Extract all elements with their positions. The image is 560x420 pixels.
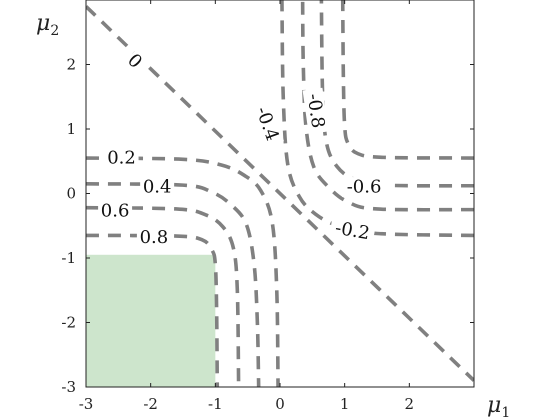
x-tick-label: 2 xyxy=(405,395,415,413)
contour-label-background xyxy=(342,177,387,198)
x-tick-label: -2 xyxy=(143,395,158,413)
x-tick-label: -3 xyxy=(79,395,94,413)
contour-label-background xyxy=(98,200,133,221)
y-tick-label: -3 xyxy=(61,378,76,396)
x-axis-label-sub: 1 xyxy=(501,405,510,420)
contour-line xyxy=(280,0,474,238)
contour-line xyxy=(86,156,280,387)
y-tick-label: 0 xyxy=(66,185,76,203)
contour-label-background xyxy=(302,87,329,135)
contour-line xyxy=(86,205,241,387)
x-tick-label: 1 xyxy=(340,395,350,413)
contour-label: 0.4 xyxy=(143,177,172,198)
contour-label-background xyxy=(140,177,175,198)
x-tick-label: -1 xyxy=(208,395,223,413)
contour-line xyxy=(86,182,261,387)
contour-label: 0 xyxy=(123,50,146,73)
y-tick-label: -2 xyxy=(61,314,76,332)
y-tick-label: -1 xyxy=(61,249,76,267)
contour-label-background xyxy=(104,148,139,169)
x-axis-label-main: μ xyxy=(487,393,501,418)
contour-label: -0.6 xyxy=(347,177,382,198)
contour-label: 0.8 xyxy=(140,227,169,248)
contour-label: -0.8 xyxy=(303,92,329,129)
y-tick-label: 2 xyxy=(66,56,76,74)
y-axis-label-sub: 2 xyxy=(50,23,59,39)
contour-label-background xyxy=(122,49,147,74)
contour-label-background xyxy=(136,227,171,248)
contour-label: -0.4 xyxy=(251,104,283,144)
contour-label-background xyxy=(250,99,284,148)
y-tick-label: 1 xyxy=(66,120,76,138)
y-axis-label: μ2 xyxy=(36,11,59,39)
contour-label: -0.2 xyxy=(334,218,372,245)
contour-label: 0.2 xyxy=(107,148,136,169)
x-axis-label: μ1 xyxy=(487,393,510,420)
contour-label-background xyxy=(329,217,376,245)
contour-label: 0.6 xyxy=(101,200,130,221)
y-axis-label-main: μ xyxy=(36,11,50,36)
contour-line xyxy=(86,5,474,382)
x-tick-label: 0 xyxy=(275,395,285,413)
contour-line xyxy=(340,0,474,160)
contour-line xyxy=(300,0,474,212)
shaded-region xyxy=(86,254,216,387)
